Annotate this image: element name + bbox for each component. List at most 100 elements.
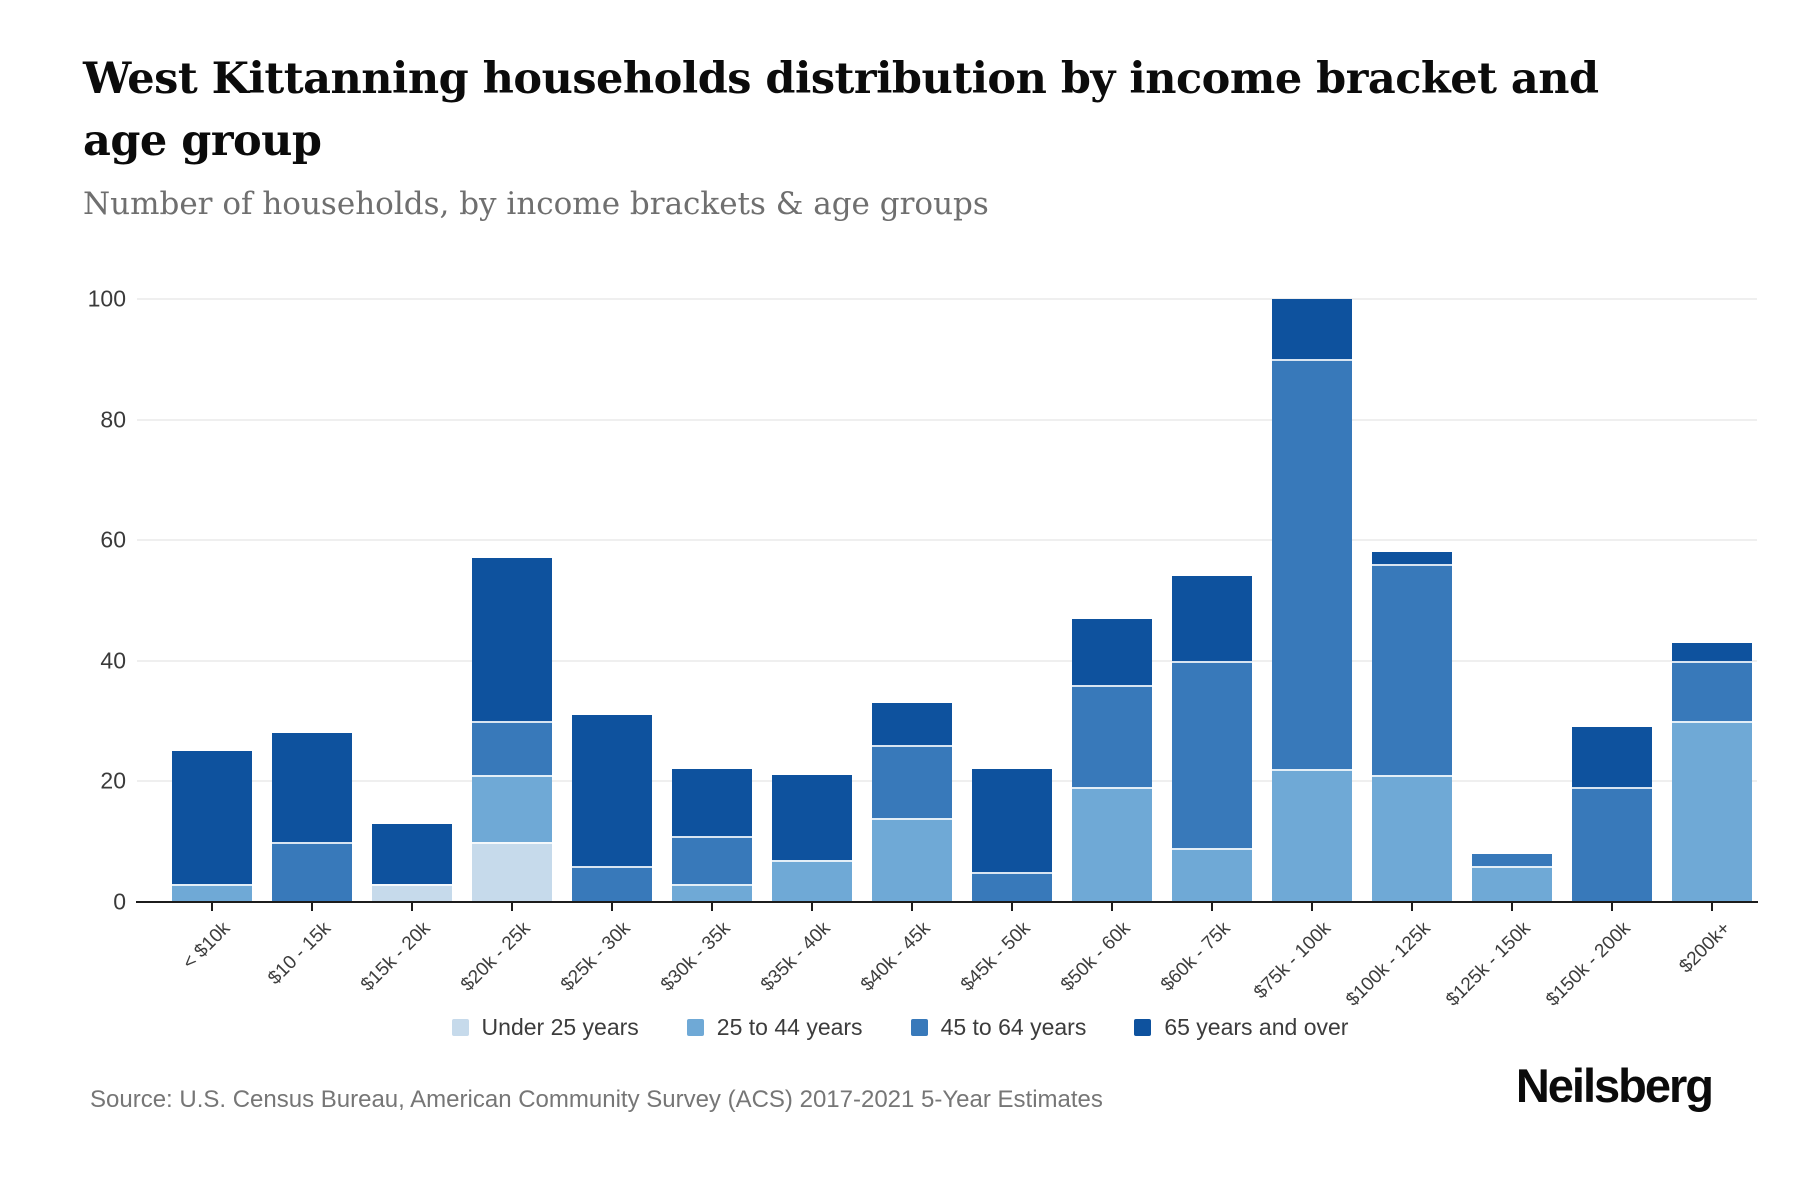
x-tick-label: $35k - 40k	[757, 918, 835, 996]
bar-segment[interactable]	[772, 775, 852, 860]
bar-50k-60k[interactable]	[1072, 618, 1152, 902]
bar-10k[interactable]	[172, 751, 252, 902]
bar-segment[interactable]	[672, 835, 752, 884]
x-axis-line	[136, 901, 1758, 903]
x-tick-label: $20k - 25k	[457, 918, 535, 996]
x-tick-label: $50k - 60k	[1057, 918, 1135, 996]
x-tick	[1411, 903, 1413, 911]
bar-15k-20k[interactable]	[372, 823, 452, 902]
legend-item-25-to-44-years[interactable]: 25 to 44 years	[686, 1014, 863, 1041]
bar-segment[interactable]	[1372, 775, 1452, 902]
bar-20k-25k[interactable]	[472, 558, 552, 902]
x-tick	[911, 903, 913, 911]
plot-area	[137, 298, 1757, 902]
bar-segment[interactable]	[972, 769, 1052, 872]
x-tick	[511, 903, 513, 911]
bar-segment[interactable]	[272, 733, 352, 842]
x-tick-label: < $10k	[179, 918, 235, 974]
bar-segment[interactable]	[672, 883, 752, 902]
x-tick-label: $15k - 20k	[357, 918, 435, 996]
x-tick-label: $30k - 35k	[657, 918, 735, 996]
x-tick	[611, 903, 613, 911]
y-tick-label-40: 40	[100, 647, 126, 674]
bar-segment[interactable]	[472, 721, 552, 776]
x-tick	[311, 903, 313, 911]
bar-segment[interactable]	[1272, 359, 1352, 770]
bar-segment[interactable]	[1472, 865, 1552, 902]
bar-segment[interactable]	[572, 865, 652, 902]
legend-label: 65 years and over	[1164, 1014, 1349, 1040]
bar-segment[interactable]	[972, 871, 1052, 902]
bar-segment[interactable]	[1072, 787, 1152, 902]
legend-swatch-icon	[1134, 1019, 1152, 1036]
bar-segment[interactable]	[1072, 684, 1152, 788]
bar-segment[interactable]	[1172, 660, 1252, 848]
bar-segment[interactable]	[872, 817, 952, 902]
bar-segment[interactable]	[472, 558, 552, 722]
x-tick-label: $100k - 125k	[1342, 918, 1435, 1011]
bar-segment[interactable]	[1372, 564, 1452, 776]
bar-segment[interactable]	[1172, 847, 1252, 902]
source-note: Source: U.S. Census Bureau, American Com…	[90, 1086, 1103, 1113]
gridline-60	[137, 539, 1757, 542]
legend: Under 25 years 25 to 44 years 45 to 64 yea…	[0, 1014, 1800, 1041]
x-tick-label: $40k - 45k	[857, 918, 935, 996]
bar-segment[interactable]	[1272, 299, 1352, 360]
bar-segment[interactable]	[1072, 618, 1152, 685]
bar-35k-40k[interactable]	[772, 775, 852, 902]
bar-segment[interactable]	[1472, 853, 1552, 866]
bar-segment[interactable]	[1372, 552, 1452, 565]
bar-30k-35k[interactable]	[672, 769, 752, 902]
bar-segment[interactable]	[172, 751, 252, 884]
legend-swatch-icon	[686, 1019, 704, 1036]
bar-segment[interactable]	[1672, 721, 1752, 902]
bar-segment[interactable]	[1672, 642, 1752, 661]
bar-segment[interactable]	[372, 883, 452, 902]
bar-200k[interactable]	[1672, 642, 1752, 902]
x-tick-label: $45k - 50k	[957, 918, 1035, 996]
gridline-80	[137, 418, 1757, 421]
bar-75k-100k[interactable]	[1272, 299, 1352, 902]
x-tick	[1511, 903, 1513, 911]
bar-segment[interactable]	[1672, 660, 1752, 722]
bar-segment[interactable]	[872, 745, 952, 818]
legend-item-65-years-and-over[interactable]: 65 years and over	[1134, 1014, 1348, 1041]
legend-item-under-25-years[interactable]: Under 25 years	[451, 1014, 639, 1041]
bar-segment[interactable]	[472, 841, 552, 902]
bar-segment[interactable]	[1572, 727, 1652, 788]
bar-25k-30k[interactable]	[572, 715, 652, 902]
bar-125k-150k[interactable]	[1472, 853, 1552, 902]
bar-segment[interactable]	[1172, 576, 1252, 661]
bar-60k-75k[interactable]	[1172, 576, 1252, 902]
x-tick	[1311, 903, 1313, 911]
y-tick-label-100: 100	[87, 285, 126, 312]
x-tick-label: $200k+	[1675, 918, 1735, 978]
y-tick-label-80: 80	[100, 406, 126, 433]
legend-swatch-icon	[451, 1019, 469, 1036]
bar-segment[interactable]	[472, 775, 552, 842]
x-tick	[411, 903, 413, 911]
bar-segment[interactable]	[572, 715, 652, 866]
gridline-100	[137, 298, 1757, 300]
bar-segment[interactable]	[372, 823, 452, 884]
bar-150k-200k[interactable]	[1572, 727, 1652, 902]
bar-45k-50k[interactable]	[972, 769, 1052, 902]
legend-item-45-to-64-years[interactable]: 45 to 64 years	[910, 1014, 1086, 1041]
bar-segment[interactable]	[1272, 769, 1352, 902]
bar-100k-125k[interactable]	[1372, 552, 1452, 902]
bar-segment[interactable]	[872, 703, 952, 746]
bar-segment[interactable]	[172, 883, 252, 902]
legend-label: Under 25 years	[481, 1014, 639, 1040]
bar-segment[interactable]	[772, 859, 852, 902]
chart-title: West Kittanning households distribution …	[83, 54, 1599, 166]
bar-segment[interactable]	[272, 841, 352, 902]
x-tick	[811, 903, 813, 911]
x-tick	[1711, 903, 1713, 911]
y-tick-label-0: 0	[113, 888, 126, 915]
bar-segment[interactable]	[1572, 787, 1652, 902]
bar-40k-45k[interactable]	[872, 703, 952, 902]
legend-label: 25 to 44 years	[716, 1014, 863, 1040]
bar-10-15k[interactable]	[272, 733, 352, 902]
bar-segment[interactable]	[672, 769, 752, 836]
